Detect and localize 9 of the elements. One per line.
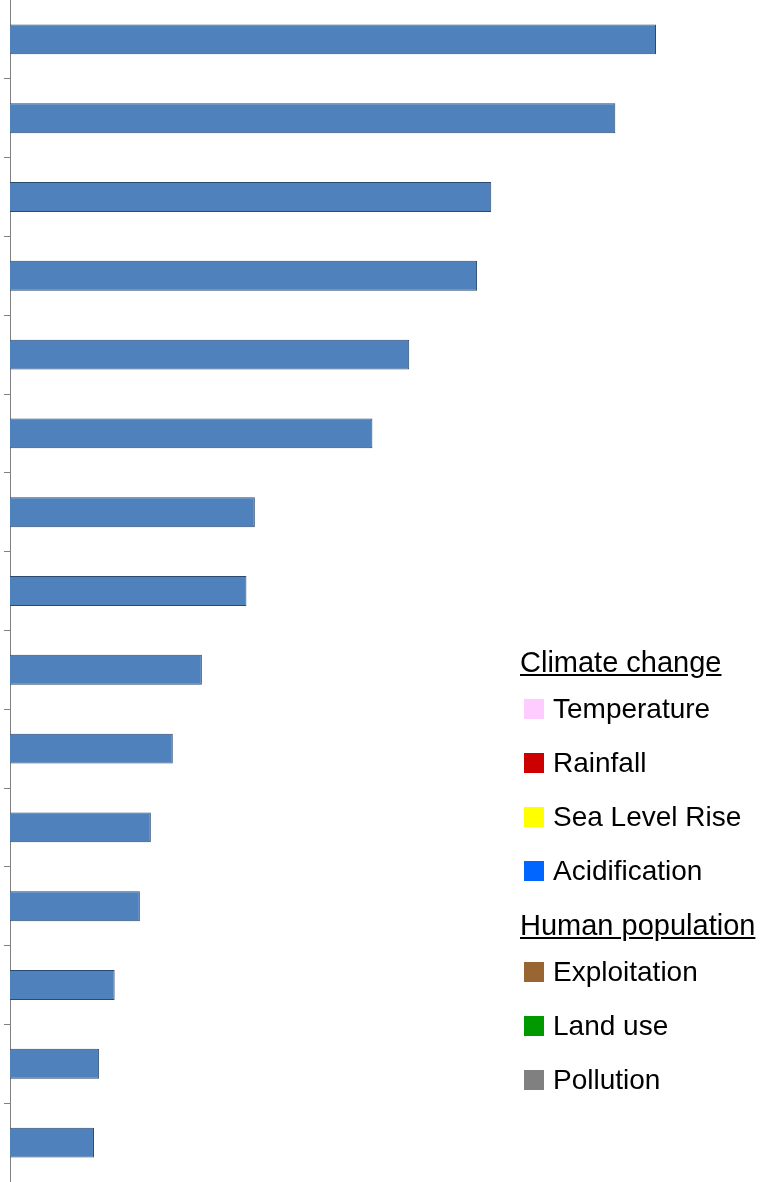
annotation: Climate change [520, 646, 723, 679]
annotation: Temperature [553, 693, 711, 725]
annotation: Rainfall [553, 747, 647, 779]
annotation: Sea Level Rise [553, 801, 742, 833]
annotation: Pollution [553, 1064, 661, 1096]
annotation: Land use [553, 1010, 669, 1042]
annotation: Exploitation [553, 956, 698, 988]
annotation: Acidification [553, 855, 703, 887]
annotation: Human population [520, 909, 756, 942]
